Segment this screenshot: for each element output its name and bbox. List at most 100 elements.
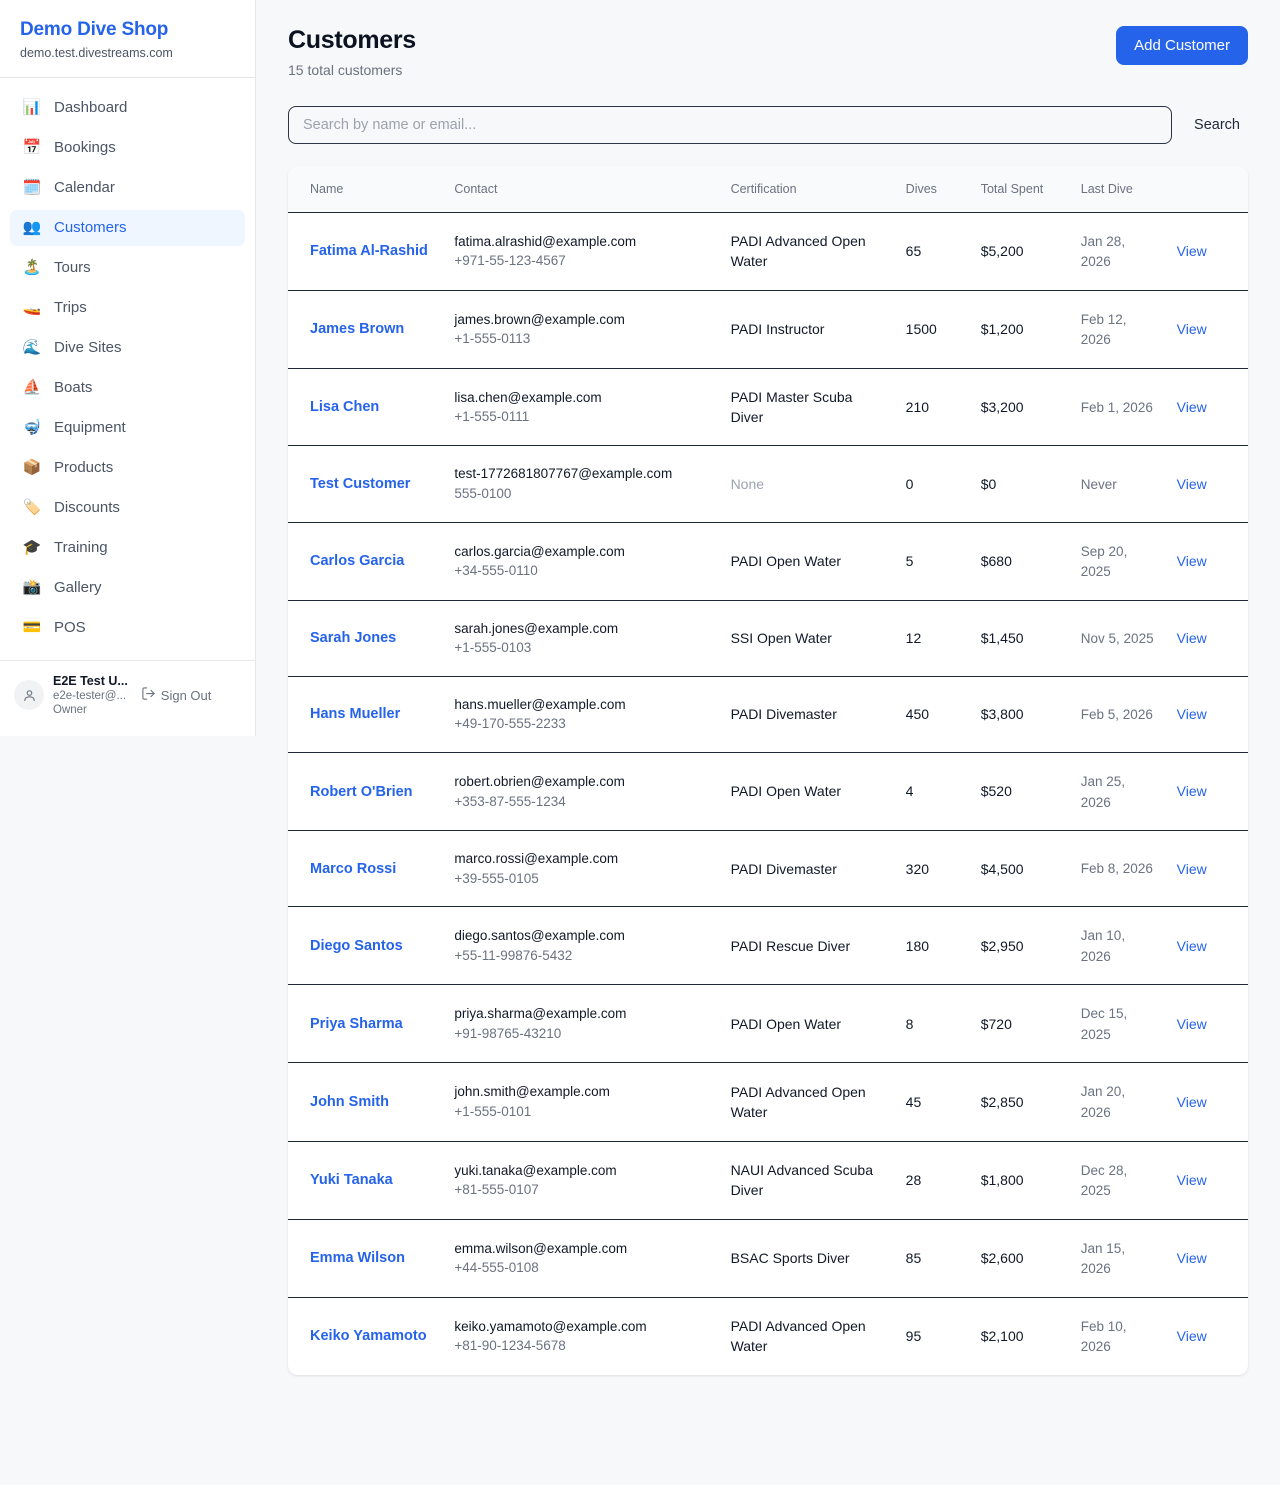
customer-name-link[interactable]: James Brown	[310, 321, 405, 338]
view-customer-link[interactable]: View	[1176, 1015, 1207, 1032]
cell-contact: carlos.garcia@example.com +34-555-0110	[444, 522, 721, 601]
customer-email: sarah.jones@example.com	[454, 620, 619, 636]
customer-name-link[interactable]: Yuki Tanaka	[310, 1172, 393, 1189]
customer-phone: +1-555-0113	[454, 331, 531, 347]
cell-customer-last-dive: Dec 28, 2025	[1070, 1141, 1167, 1220]
customer-certification: PADI Open Water	[730, 1015, 842, 1032]
sidebar: Demo Dive Shop demo.test.divestreams.com…	[0, 0, 256, 737]
view-customer-link[interactable]: View	[1176, 860, 1207, 877]
cell-actions: View	[1166, 1219, 1248, 1298]
table-row: John Smith john.smith@example.com +1-555-0…	[288, 1062, 1248, 1142]
sidebar-item-dive-sites[interactable]: 🌊 Dive Sites	[10, 330, 245, 366]
view-customer-link[interactable]: View	[1176, 243, 1207, 260]
search-button[interactable]: Search	[1186, 111, 1248, 139]
cell-actions: View	[1166, 600, 1248, 677]
view-customer-link[interactable]: View	[1176, 1172, 1207, 1188]
sign-out-button[interactable]: Sign Out	[141, 686, 211, 704]
view-customer-link[interactable]: View	[1176, 1250, 1207, 1267]
customer-name-link[interactable]: Priya Sharma	[310, 1015, 403, 1032]
view-customer-link[interactable]: View	[1176, 1328, 1207, 1345]
customer-name-link[interactable]: Lisa Chen	[310, 399, 380, 416]
view-customer-link[interactable]: View	[1176, 553, 1207, 569]
customer-total-spent: $2,600	[980, 1250, 1024, 1267]
customer-dives: 28	[905, 1172, 922, 1188]
customer-count: 15 total customers	[288, 62, 403, 78]
sidebar-item-training[interactable]: 🎓 Training	[10, 530, 245, 566]
table-body: Fatima Al-Rashid fatima.alrashid@example.…	[288, 212, 1248, 1375]
customer-total-spent: $1,800	[980, 1172, 1024, 1188]
cell-customer-total-spent: $1,800	[970, 1141, 1071, 1220]
sidebar-item-discounts[interactable]: 🏷️ Discounts	[10, 490, 245, 526]
cell-customer-certification: PADI Advanced Open Water	[721, 1297, 896, 1375]
customer-email: diego.santos@example.com	[454, 928, 625, 944]
sidebar-item-trips[interactable]: 🚤 Trips	[10, 290, 245, 326]
sidebar-item-customers[interactable]: 👥 Customers	[10, 209, 245, 246]
add-customer-button[interactable]: Add Customer	[1116, 26, 1248, 65]
customer-last-dive: Jan 25, 2026	[1080, 773, 1126, 810]
cell-customer-name-link: Keiko Yamamoto	[288, 1297, 444, 1375]
view-customer-link[interactable]: View	[1176, 475, 1207, 492]
view-customer-link[interactable]: View	[1176, 783, 1207, 800]
customer-name-link[interactable]: John Smith	[310, 1094, 389, 1111]
view-customer-link[interactable]: View	[1176, 630, 1207, 647]
cell-customer-total-spent: $680	[970, 522, 1071, 601]
cell-customer-total-spent: $2,100	[971, 1297, 1071, 1375]
cell-customer-name-link: Test Customer	[288, 445, 445, 523]
customer-name-link[interactable]: Emma Wilson	[310, 1250, 405, 1267]
cell-contact: diego.santos@example.com +55-11-99876-543…	[444, 906, 721, 986]
view-customer-link[interactable]: View	[1176, 1093, 1207, 1110]
view-customer-link[interactable]: View	[1176, 937, 1207, 954]
cell-actions: View	[1166, 290, 1248, 369]
customer-name-link[interactable]: Carlos Garcia	[310, 553, 405, 570]
customer-name-link[interactable]: Keiko Yamamoto	[310, 1328, 427, 1345]
cell-customer-name-link: James Brown	[288, 290, 445, 369]
sidebar-item-calendar[interactable]: 🗓️ Calendar	[10, 170, 245, 206]
customer-name-link[interactable]: Marco Rossi	[310, 860, 397, 877]
view-customer-link[interactable]: View	[1176, 321, 1207, 338]
customer-name-link[interactable]: Test Customer	[310, 476, 411, 493]
package-icon: 📦	[22, 459, 42, 477]
sidebar-item-equipment[interactable]: 🤿 Equipment	[10, 410, 245, 446]
customer-name-link[interactable]: Hans Mueller	[310, 706, 401, 723]
cell-contact: lisa.chen@example.com +1-555-0111	[444, 368, 721, 447]
table-row: Priya Sharma priya.sharma@example.com +91-…	[288, 984, 1248, 1064]
customer-last-dive: Jan 20, 2026	[1080, 1084, 1126, 1121]
sidebar-item-bookings[interactable]: 📅 Bookings	[10, 130, 245, 166]
customer-dives: 0	[905, 475, 914, 492]
main-content: Customers 15 total customers Add Custome…	[256, 0, 1280, 1375]
customer-total-spent: $720	[980, 1015, 1012, 1032]
sidebar-item-dashboard[interactable]: 📊 Dashboard	[10, 90, 245, 126]
sidebar-item-gallery[interactable]: 📸 Gallery	[10, 570, 245, 606]
view-customer-link[interactable]: View	[1176, 706, 1207, 723]
customer-certification: BSAC Sports Diver	[730, 1250, 850, 1267]
customer-dives: 1500	[905, 321, 937, 338]
search-input[interactable]	[288, 106, 1173, 144]
view-customer-link[interactable]: View	[1176, 399, 1207, 416]
customer-total-spent: $2,100	[980, 1328, 1024, 1345]
customer-name-link[interactable]: Diego Santos	[310, 937, 403, 954]
sidebar-item-pos[interactable]: 💳 POS	[10, 610, 245, 646]
table-row: Hans Mueller hans.mueller@example.com +49-…	[288, 676, 1248, 753]
sidebar-item-boats[interactable]: ⛵ Boats	[10, 370, 245, 406]
customer-total-spent: $2,850	[980, 1093, 1024, 1110]
cell-customer-dives: 210	[895, 368, 971, 447]
customer-last-dive: Feb 10, 2026	[1080, 1318, 1127, 1355]
cell-customer-dives: 28	[895, 1141, 971, 1220]
customer-email: robert.obrien@example.com	[454, 773, 625, 789]
sidebar-item-label: Products	[54, 459, 114, 477]
customer-total-spent: $4,500	[980, 860, 1024, 877]
sidebar-item-products[interactable]: 📦 Products	[10, 450, 245, 486]
customer-name-link[interactable]: Robert O'Brien	[310, 783, 413, 800]
cell-customer-name-link: Fatima Al-Rashid	[288, 212, 445, 291]
customer-name-link[interactable]: Fatima Al-Rashid	[310, 243, 428, 260]
sidebar-item-label: Trips	[54, 299, 87, 317]
customer-name-link[interactable]: Sarah Jones	[310, 630, 397, 647]
sidebar-item-label: Customers	[54, 219, 127, 237]
customer-last-dive: Sep 20, 2025	[1080, 543, 1128, 580]
customer-last-dive: Dec 28, 2025	[1080, 1162, 1128, 1199]
customer-email: test-1772681807767@example.com	[454, 466, 673, 482]
cell-customer-dives: 8	[895, 984, 971, 1064]
customer-last-dive: Feb 12, 2026	[1080, 311, 1127, 348]
sidebar-item-tours[interactable]: 🏝️ Tours	[10, 250, 245, 286]
customer-total-spent: $680	[980, 553, 1012, 569]
